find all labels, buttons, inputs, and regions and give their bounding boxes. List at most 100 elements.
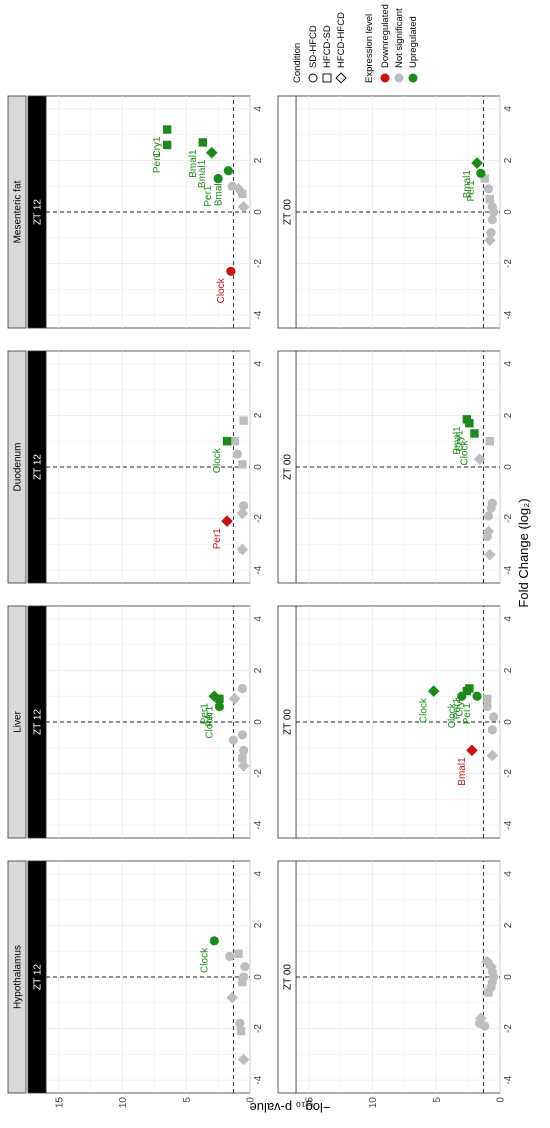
timepoint-strip-label: ZT 12 — [33, 454, 44, 480]
gene-label: Per1 — [152, 152, 163, 174]
timepoint-strip-label: ZT 00 — [283, 709, 294, 735]
gene-label: Per1 — [466, 180, 477, 202]
legend-expression-title: Expression level — [364, 14, 375, 83]
legend-condition-label: HFCD-SD — [322, 25, 333, 68]
data-point-diamond — [205, 146, 218, 159]
data-point-circle — [226, 266, 236, 276]
x-tick-label: 0 — [253, 464, 264, 470]
timepoint-strip — [27, 350, 47, 584]
data-point-square — [483, 694, 492, 703]
x-tick-label: -2 — [253, 769, 264, 778]
timepoint-strip-label: ZT 12 — [33, 709, 44, 735]
y-tick-label: 5 — [432, 1097, 443, 1103]
data-point-diamond — [427, 685, 440, 697]
gene-label: Clock — [460, 439, 471, 465]
gene-label: Clock — [216, 277, 227, 303]
data-point-circle — [239, 972, 249, 982]
y-tick-label: 10 — [118, 1097, 129, 1109]
data-point-diamond — [466, 744, 478, 757]
timepoint-strip — [27, 95, 47, 329]
legend-color-dot — [394, 73, 404, 83]
data-point-circle — [476, 168, 486, 178]
tissue-strip — [7, 860, 27, 1094]
data-point-circle — [487, 725, 497, 735]
legend: Condition SD-HFCD HFCD-SD HFCD-HFCD Expressi… — [292, 4, 419, 84]
data-point-diamond — [482, 525, 495, 538]
data-point-square — [239, 416, 248, 425]
data-point-square — [234, 949, 243, 958]
data-point-diamond — [237, 201, 250, 213]
gene-label: Cry1 — [454, 430, 465, 452]
data-point-square — [465, 684, 474, 693]
data-point-square — [462, 415, 472, 424]
x-tick-label: 0 — [503, 209, 514, 215]
data-point-circle — [483, 184, 494, 194]
data-point-circle — [475, 1018, 485, 1028]
gene-label: Per1 — [204, 705, 215, 727]
data-point-circle — [482, 701, 492, 712]
gene-label: Clock — [199, 947, 210, 973]
x-tick-label: 4 — [503, 871, 514, 877]
data-point-diamond — [484, 234, 496, 247]
data-point-diamond — [236, 507, 249, 520]
data-point-circle — [489, 712, 499, 722]
timepoint-strip-label: ZT 00 — [283, 964, 294, 990]
y-tick-label: 15 — [54, 1097, 65, 1109]
x-tick-label: 4 — [253, 871, 264, 877]
x-tick-label: 0 — [503, 974, 514, 980]
timepoint-strip-label: ZT 12 — [33, 964, 44, 990]
data-point-diamond — [237, 760, 250, 772]
timepoint-strip — [277, 860, 297, 1094]
data-point-circle — [487, 215, 497, 225]
data-point-circle — [223, 166, 233, 176]
gene-label: Clock — [419, 697, 430, 723]
tissue-strip-label: Liver — [13, 710, 24, 732]
legend-shape-square — [322, 73, 332, 83]
legend-level-label: Downregulated — [380, 4, 391, 68]
x-tick-label: 0 — [503, 464, 514, 470]
data-point-circle — [487, 498, 497, 508]
x-tick-label: -2 — [503, 259, 514, 268]
data-point-circle — [214, 701, 224, 712]
data-point-circle — [472, 691, 482, 701]
gene-label: Bmal1 — [457, 757, 468, 786]
gene-label: Bmal1 — [452, 426, 463, 455]
facet-panel: ZT 12 Hypothalamus -4 -2 0 2 4 0 5 10 15 Clock — [7, 860, 264, 1109]
data-point-diamond — [221, 515, 233, 527]
data-point-diamond — [226, 991, 238, 1004]
data-point-circle — [487, 202, 497, 212]
x-tick-label: 2 — [503, 157, 514, 163]
x-tick-label: 2 — [253, 667, 264, 673]
x-tick-label: -4 — [503, 310, 514, 319]
tissue-strip-label: Duodenum — [13, 443, 24, 492]
tissue-strip-label: Hypothalamus — [13, 945, 24, 1009]
y-axis-title: −log₁₀ p-value — [250, 1100, 331, 1115]
y-tick-label: 5 — [182, 1097, 193, 1103]
tissue-strip — [7, 605, 27, 839]
gene-label: Clock — [212, 447, 223, 473]
x-tick-label: 4 — [253, 361, 264, 367]
x-tick-label: -2 — [253, 259, 264, 268]
data-point-square — [162, 125, 172, 134]
timepoint-strip-label: ZT 00 — [283, 454, 294, 480]
gene-label: Per1 — [462, 703, 473, 725]
data-point-circle — [237, 683, 247, 694]
timepoint-strip — [27, 860, 47, 1094]
data-point-square — [236, 1026, 246, 1036]
data-point-square — [162, 140, 172, 150]
x-axis-title: Fold Change (log₂) — [516, 498, 531, 607]
data-point-square — [238, 753, 247, 763]
x-tick-label: 2 — [253, 922, 264, 928]
x-tick-label: -2 — [253, 1024, 264, 1033]
x-tick-label: 4 — [503, 616, 514, 622]
legend-shape-diamond — [335, 72, 347, 84]
gene-label: Bmal1 — [462, 170, 473, 199]
data-point-circle — [209, 936, 219, 946]
x-tick-label: 0 — [253, 974, 264, 980]
